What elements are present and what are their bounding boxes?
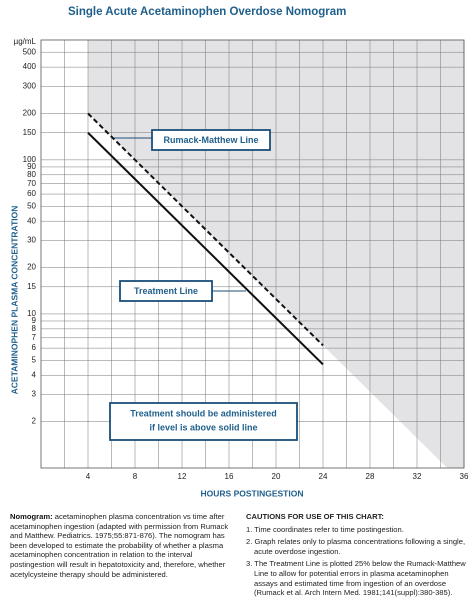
series-line [87, 132, 324, 366]
series-line [87, 112, 324, 347]
y-tick-label: 50 [27, 201, 36, 210]
notes-text: acetaminophen plasma concentration vs ti… [10, 512, 229, 579]
caution-item: 3. The Treatment Line is plotted 25% bel… [246, 559, 466, 598]
y-tick-label: 4 [32, 370, 37, 379]
callout-box [151, 129, 271, 151]
y-tick-label: 20 [27, 263, 36, 272]
x-tick-label: 24 [319, 472, 328, 481]
y-tick-label: 2 [32, 417, 37, 426]
x-tick-label: 4 [86, 472, 91, 481]
chart: Single Acute Acetaminophen Overdose Nomo… [9, 6, 469, 498]
y-tick-label: 30 [27, 236, 36, 245]
y-tick-label: 200 [23, 109, 37, 118]
y-tick-label: 10 [27, 309, 36, 318]
notes-label: Nomogram: [10, 512, 53, 521]
x-tick-label: 36 [460, 472, 469, 481]
annotation: if level is above solid line [149, 422, 257, 432]
caution-item: 1. Time coordinates refer to time postin… [246, 524, 404, 534]
y-tick-label: 60 [27, 189, 36, 198]
y-unit: µg/mL [14, 37, 37, 46]
x-tick-label: 20 [272, 472, 281, 481]
x-tick-label: 28 [366, 472, 375, 481]
x-label: HOURS POSTINGESTION [201, 488, 304, 498]
y-tick-label: 90 [27, 162, 36, 171]
y-tick-label: 500 [23, 47, 37, 56]
y-tick-label: 3 [32, 390, 37, 399]
chart-title: Single Acute Acetaminophen Overdose Nomo… [68, 6, 346, 18]
notes-left: Nomogram: acetaminophen plasma concentra… [10, 512, 232, 579]
x-tick-label: 8 [133, 472, 138, 481]
y-tick-label: 300 [23, 81, 37, 90]
callout-box [119, 280, 213, 302]
y-tick-label: 7 [32, 333, 37, 342]
y-tick-label: 6 [32, 343, 37, 352]
legend-label: Treatment Line [134, 286, 198, 296]
x-tick-label: 32 [413, 472, 422, 481]
plot-frame [40, 39, 465, 469]
callout-box [109, 402, 298, 441]
cautions-title: CAUTIONS FOR USE OF THIS CHART: [246, 512, 384, 521]
notes-right: CAUTIONS FOR USE OF THIS CHART: 1. Time … [246, 512, 468, 601]
y-tick-label: 70 [27, 179, 36, 188]
x-tick-label: 12 [178, 472, 187, 481]
y-tick-label: 150 [23, 128, 37, 137]
y-tick-label: 400 [23, 62, 37, 71]
y-label: ACETAMINOPHEN PLASMA CONCENTRATION [9, 206, 19, 395]
y-tick-label: 80 [27, 170, 36, 179]
y-tick-label: 9 [32, 316, 37, 325]
caution-item: 2. Graph relates only to plasma concentr… [246, 537, 466, 556]
legend-label: Rumack-Matthew Line [163, 135, 258, 145]
x-tick-label: 16 [225, 472, 234, 481]
y-tick-label: 40 [27, 216, 36, 225]
y-tick-label: 15 [27, 282, 36, 291]
y-tick-label: 5 [32, 355, 37, 364]
y-tick-label: 8 [32, 324, 37, 333]
annotation: Treatment should be administered [130, 408, 277, 418]
y-tick-label: 100 [23, 155, 37, 164]
